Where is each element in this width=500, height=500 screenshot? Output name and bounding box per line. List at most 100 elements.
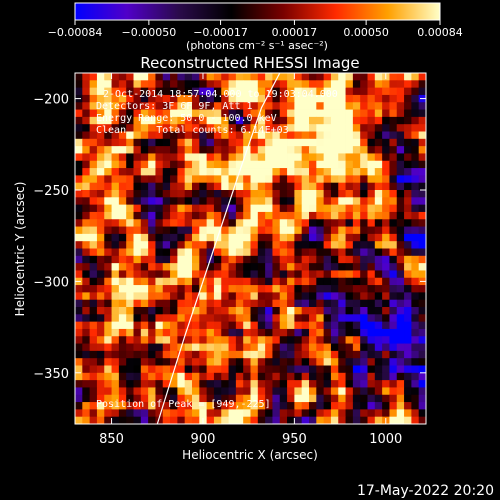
heatmap-cell (316, 402, 325, 410)
heatmap-cell (294, 270, 303, 279)
heatmap-cell (89, 204, 98, 213)
heatmap-cell (367, 138, 376, 147)
heatmap-cell (140, 131, 149, 140)
heatmap-cell (162, 211, 171, 220)
heatmap-cell (257, 380, 266, 388)
plot-frame (74, 72, 427, 425)
heatmap-cell (126, 116, 134, 125)
heatmap-cell (221, 73, 229, 81)
heatmap-cell (374, 336, 383, 344)
heatmap-cell (221, 175, 229, 184)
heatmap-cell (104, 153, 112, 162)
heatmap-cell (118, 160, 127, 169)
heatmap-cell (133, 358, 142, 366)
heatmap-cell (352, 153, 361, 162)
heatmap-cell (338, 219, 346, 227)
heatmap-cell (301, 416, 310, 424)
heatmap-cell (294, 321, 303, 330)
heatmap-cell (411, 80, 420, 89)
heatmap-cell (162, 328, 171, 337)
heatmap-cell (250, 109, 259, 118)
heatmap-cell (309, 372, 317, 381)
heatmap-cell (177, 160, 186, 169)
heatmap-cell (367, 241, 376, 249)
heatmap-cell (118, 80, 127, 89)
heatmap-cell (330, 116, 339, 125)
heatmap-cell (111, 233, 120, 242)
heatmap-cell (192, 168, 200, 176)
heatmap-cell (316, 73, 325, 81)
heatmap-cell (89, 73, 98, 81)
heatmap-cell (301, 146, 310, 154)
heatmap-cell (170, 219, 178, 227)
heatmap-cell (228, 182, 237, 191)
heatmap-cell (418, 409, 426, 418)
heatmap-cell (206, 124, 215, 132)
heatmap-cell (323, 102, 332, 110)
heatmap-cell (396, 270, 405, 279)
heatmap-cell (235, 350, 244, 359)
heatmap-cell (82, 124, 91, 132)
heatmap-cell (411, 109, 420, 118)
heatmap-cell (396, 226, 405, 235)
heatmap-cell (184, 358, 193, 366)
heatmap-cell (287, 211, 295, 220)
heatmap-cell (352, 182, 361, 191)
heatmap-cell (170, 380, 178, 388)
heatmap-cell (170, 416, 178, 424)
heatmap-cell (250, 380, 259, 388)
heatmap-cell (82, 219, 91, 227)
heatmap-cell (411, 73, 420, 81)
heatmap-cell (148, 365, 156, 374)
heatmap-cell (404, 285, 412, 293)
heatmap-cell (404, 124, 412, 132)
heatmap-cell (301, 138, 310, 147)
heatmap-cell (374, 226, 383, 235)
heatmap-cell (352, 387, 361, 396)
y-axis-label: Heliocentric Y (arcsec) (13, 182, 27, 317)
heatmap-cell (192, 190, 200, 198)
heatmap-cell (243, 197, 251, 206)
heatmap-cell (243, 168, 251, 176)
heatmap-cell (148, 336, 156, 344)
heatmap-cell (257, 182, 266, 191)
heatmap-cell (148, 409, 156, 418)
heatmap-cell (192, 321, 200, 330)
heatmap-cell (374, 175, 383, 184)
heatmap-cell (235, 299, 244, 308)
heatmap-cell (382, 131, 390, 140)
heatmap-cell (360, 131, 368, 140)
heatmap-cell (279, 277, 288, 286)
heatmap-cell (228, 124, 237, 132)
heatmap-cell (126, 94, 134, 103)
heatmap-cell (89, 80, 98, 89)
heatmap-cell (367, 350, 376, 359)
heatmap-cell (418, 116, 426, 125)
heatmap-cell (243, 358, 251, 366)
heatmap-cell (162, 182, 171, 191)
heatmap-cell (140, 350, 149, 359)
heatmap-cell (352, 263, 361, 271)
heatmap-cell (213, 197, 222, 206)
heatmap-cell (221, 94, 229, 103)
heatmap-cell (155, 190, 164, 198)
heatmap-cell (155, 255, 164, 264)
heatmap-cell (177, 124, 186, 132)
heatmap-cell (338, 241, 346, 249)
heatmap-cell (330, 80, 339, 89)
heatmap-cell (155, 94, 164, 103)
heatmap-cell (206, 182, 215, 191)
heatmap-cell (111, 350, 120, 359)
heatmap-cell (279, 87, 288, 96)
heatmap-cell (272, 124, 281, 132)
heatmap-cell (89, 255, 98, 264)
heatmap-cell (287, 299, 295, 308)
heatmap-cell (265, 321, 273, 330)
heatmap-cell (367, 80, 376, 89)
heatmap-cell (360, 190, 368, 198)
heatmap-cell (104, 116, 112, 125)
heatmap-cell (118, 292, 127, 301)
heatmap-cell (316, 365, 325, 374)
heatmap-cell (206, 270, 215, 279)
heatmap-cell (382, 263, 390, 271)
